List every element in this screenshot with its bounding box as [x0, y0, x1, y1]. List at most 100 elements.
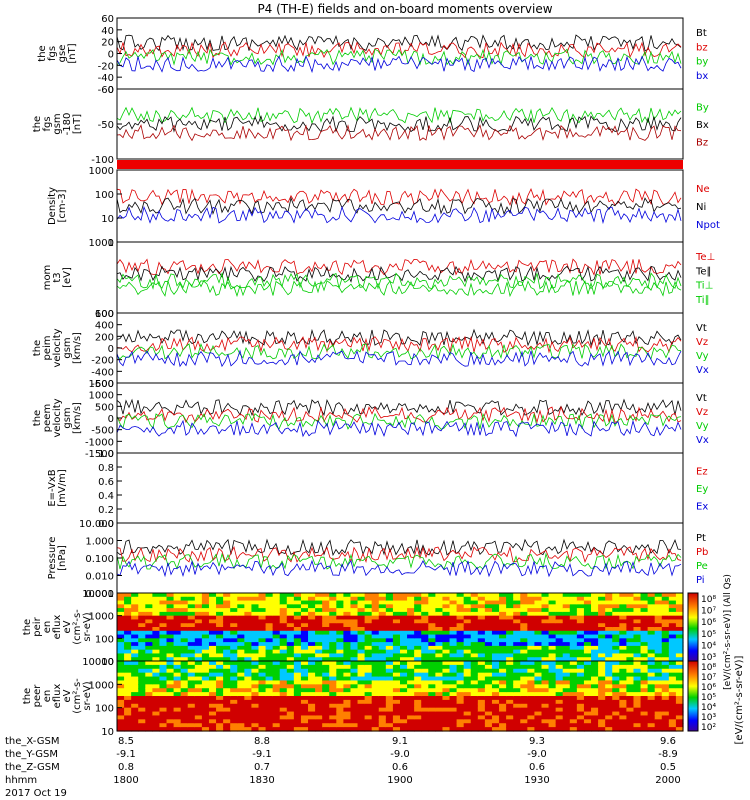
heatmap-cell: [152, 723, 161, 728]
heatmap-cell: [194, 608, 203, 613]
heatmap-cell: [633, 623, 642, 628]
heatmap-cell: [293, 653, 302, 658]
heatmap-cell: [442, 711, 451, 717]
heatmap-cell: [527, 645, 536, 651]
heatmap-cell: [534, 630, 543, 636]
heatmap-cell: [152, 661, 161, 666]
heatmap-cell: [435, 649, 444, 655]
heatmap-cell: [230, 672, 238, 678]
heatmap-cell: [605, 703, 613, 709]
heatmap-cell: [435, 688, 444, 693]
heatmap-cell: [668, 611, 677, 617]
heatmap-cell: [300, 715, 309, 720]
heatmap-cell: [173, 657, 182, 662]
heatmap-cell: [640, 715, 649, 720]
heatmap-cell: [442, 707, 451, 713]
heatmap-cell: [145, 642, 153, 647]
heatmap-cell: [166, 668, 175, 674]
heatmap-cell: [619, 619, 627, 624]
heatmap-cell: [343, 672, 352, 678]
heatmap-cell: [166, 604, 175, 609]
heatmap-cell: [258, 600, 267, 605]
heatmap-cell: [421, 684, 429, 689]
heatmap-cell: [626, 634, 635, 639]
heatmap-cell: [173, 696, 182, 701]
heatmap-cell: [308, 727, 316, 732]
heatmap-cell: [392, 680, 401, 685]
legend-label: bx: [696, 71, 708, 82]
heatmap-cell: [668, 688, 677, 693]
footer-value: 9.1: [392, 736, 408, 747]
heatmap-cell: [293, 593, 302, 598]
heatmap-cell: [258, 696, 267, 701]
heatmap-cell: [138, 692, 146, 697]
heatmap-cell: [576, 688, 585, 693]
heatmap-cell: [293, 634, 302, 639]
heatmap-cell: [470, 615, 479, 621]
heatmap-cell: [513, 623, 521, 628]
heatmap-cell: [385, 611, 394, 617]
heatmap-cell: [470, 723, 479, 728]
heatmap-cell: [470, 604, 479, 609]
heatmap-cell: [456, 608, 465, 613]
heatmap-cell: [371, 611, 380, 617]
heatmap-cell: [591, 596, 599, 602]
heatmap-cell: [131, 657, 139, 662]
heatmap-cell: [336, 596, 344, 602]
heatmap-cell: [591, 703, 599, 709]
heatmap-cell: [442, 638, 451, 643]
heatmap-cell: [675, 657, 684, 662]
heatmap-cell: [216, 627, 224, 632]
heatmap-cell: [329, 727, 337, 732]
heatmap-cell: [124, 688, 132, 693]
footer-value: -9.1: [116, 749, 136, 760]
heatmap-cell: [187, 692, 196, 697]
heatmap-cell: [371, 619, 380, 624]
heatmap-cell: [555, 653, 564, 658]
heatmap-cell: [357, 608, 366, 613]
heatmap-cell: [272, 715, 281, 720]
heatmap-cell: [477, 664, 486, 670]
heatmap-cell: [506, 711, 514, 717]
heatmap-cell: [201, 703, 210, 709]
heatmap-cell: [187, 627, 196, 632]
heatmap-cell: [591, 680, 599, 685]
heatmap-cell: [435, 627, 444, 632]
heatmap-cell: [265, 593, 274, 598]
heatmap-cell: [647, 623, 656, 628]
footer-value: -9.1: [252, 749, 272, 760]
heatmap-cell: [428, 684, 436, 689]
heatmap-cell: [251, 703, 260, 709]
heatmap-cell: [385, 668, 394, 674]
heatmap-cell: [619, 615, 627, 621]
heatmap-cell: [208, 657, 217, 662]
heatmap-cell: [279, 623, 288, 628]
heatmap-cell: [272, 619, 281, 624]
heatmap-cell: [654, 723, 663, 728]
heatmap-cell: [350, 703, 359, 709]
heatmap-cell: [668, 703, 677, 709]
heatmap-cell: [300, 668, 309, 674]
heatmap-cell: [350, 661, 359, 666]
heatmap-cell: [668, 692, 677, 697]
heatmap-cell: [124, 707, 132, 713]
heatmap-cell: [527, 627, 536, 632]
heatmap-cell: [506, 615, 514, 621]
heatmap-cell: [357, 596, 366, 602]
heatmap-cell: [364, 627, 373, 632]
heatmap-cell: [293, 684, 302, 689]
heatmap-cell: [187, 619, 196, 624]
heatmap-cell: [421, 596, 429, 602]
heatmap-cell: [350, 630, 359, 636]
heatmap-cell: [407, 630, 415, 636]
heatmap-cell: [336, 608, 344, 613]
heatmap-cell: [435, 661, 444, 666]
heatmap-cell: [385, 684, 394, 689]
heatmap-cell: [258, 638, 267, 643]
heatmap-cell: [152, 657, 161, 662]
heatmap-cell: [279, 664, 288, 670]
heatmap-cell: [159, 623, 168, 628]
heatmap-cell: [407, 664, 415, 670]
series-line-3: [116, 271, 682, 290]
heatmap-cell: [159, 593, 168, 598]
